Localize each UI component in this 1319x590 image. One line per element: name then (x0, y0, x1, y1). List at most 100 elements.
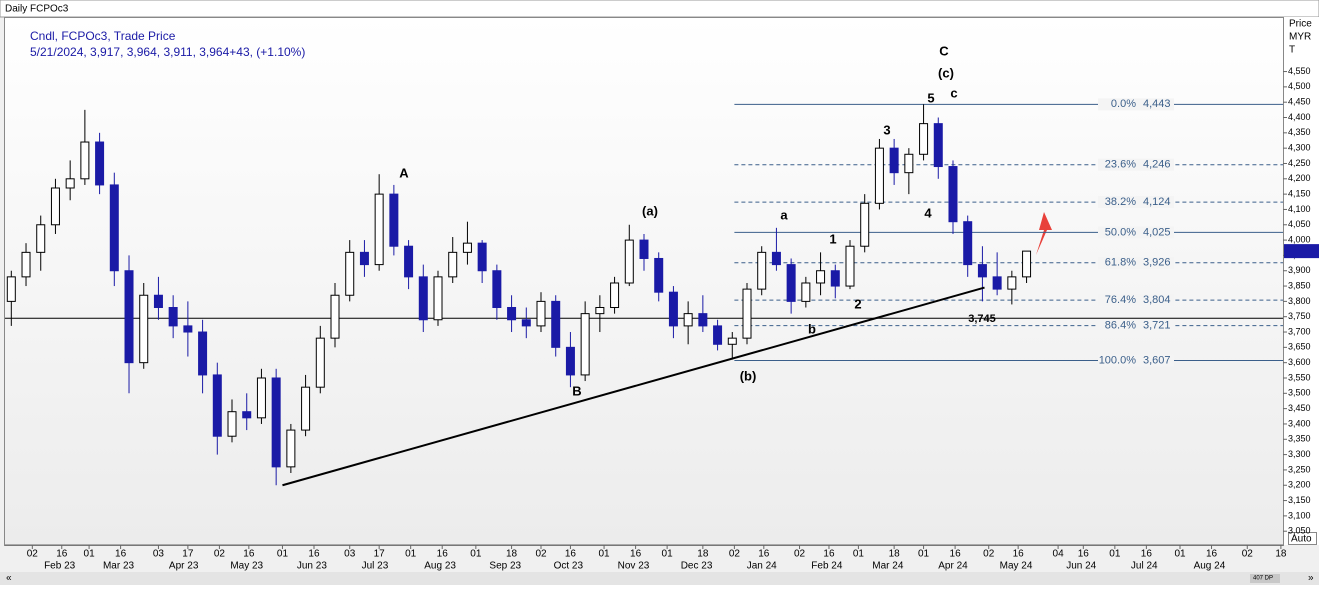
y-tick-label: 3,400 (1288, 418, 1311, 428)
x-tick-label: 03 (344, 549, 356, 560)
scroll-left[interactable]: « (6, 573, 12, 584)
candle-body (404, 245, 414, 278)
fib-label-bg (1098, 294, 1174, 307)
wave-label: (a) (642, 203, 658, 218)
auto-button-label[interactable]: Auto (1291, 534, 1312, 545)
candle-body (462, 242, 472, 253)
candle-body (860, 202, 870, 247)
candle-body (359, 251, 369, 266)
x-tick-label: 01 (599, 549, 611, 560)
candle-body (580, 313, 590, 376)
candle-body (95, 141, 105, 186)
fib-label-bg (1098, 196, 1174, 209)
fib-value-label: 3,721 (1143, 319, 1171, 331)
x-tick-label: 02 (983, 549, 995, 560)
x-tick-label: 16 (823, 549, 835, 560)
legend-line: 5/21/2024, 3,917, 3,964, 3,911, 3,964+43… (30, 45, 305, 59)
candle-body (227, 411, 237, 437)
x-month-label: Jul 24 (1131, 561, 1158, 572)
x-tick-label: 16 (115, 549, 127, 560)
wave-label: b (808, 321, 816, 336)
fib-value-label: 4,124 (1143, 196, 1171, 208)
candle-body (816, 270, 826, 284)
candle-body (771, 251, 781, 266)
x-tick-label: 16 (1206, 549, 1218, 560)
candle-body (183, 325, 193, 333)
fib-level-label: 61.8% (1105, 257, 1136, 269)
y-tick-label: 3,700 (1288, 326, 1311, 336)
fib-level-label: 23.6% (1105, 159, 1136, 171)
y-tick-label: 3,800 (1288, 296, 1311, 306)
candle-body (330, 294, 340, 339)
wave-label: 3 (883, 122, 890, 137)
x-month-label: Aug 24 (1194, 561, 1226, 572)
y-tick-label: 4,000 (1288, 234, 1311, 244)
y-tick-label: 3,150 (1288, 495, 1311, 505)
x-month-label: Jun 23 (297, 561, 327, 572)
y-tick-label: 3,550 (1288, 372, 1311, 382)
x-tick-label: 17 (182, 549, 194, 560)
scroll-thumb[interactable] (1250, 574, 1280, 583)
y-tick-label: 4,550 (1288, 66, 1311, 76)
x-tick-label: 01 (1109, 549, 1121, 560)
wave-label: 2 (854, 296, 861, 311)
x-month-label: Nov 23 (618, 561, 650, 572)
fib-level-label: 76.4% (1105, 294, 1136, 306)
x-tick-label: 18 (506, 549, 518, 560)
candle-body (21, 251, 31, 278)
fib-label-bg (1098, 158, 1174, 171)
last-price-marker (1284, 244, 1319, 259)
candle-body (786, 264, 796, 302)
scroll-right[interactable]: » (1308, 573, 1314, 584)
x-tick-label: 04 (1053, 549, 1065, 560)
x-tick-label: 02 (214, 549, 226, 560)
x-tick-label: 01 (405, 549, 417, 560)
y-tick-label: 3,350 (1288, 434, 1311, 444)
trendline (282, 286, 985, 487)
y-tick-label: 3,250 (1288, 464, 1311, 474)
y-tick-label: 3,650 (1288, 342, 1311, 352)
x-tick-label: 01 (277, 549, 289, 560)
candle-body (507, 307, 517, 321)
y-tick-label: 3,600 (1288, 357, 1311, 367)
candle-body (345, 251, 355, 296)
x-tick-label: 16 (758, 549, 770, 560)
candle-body (948, 166, 958, 223)
x-tick-label: 01 (1174, 549, 1186, 560)
fib-level-label: 38.2% (1105, 196, 1136, 208)
candle-body (610, 282, 620, 309)
fib-label-bg (1098, 319, 1174, 332)
wave-label: C (939, 43, 949, 58)
wave-label: 5 (927, 90, 934, 105)
wave-label: 4 (924, 205, 932, 220)
auto-button[interactable] (1288, 532, 1317, 545)
candle-body (683, 313, 693, 327)
candle-body (242, 411, 252, 419)
x-month-label: Feb 23 (44, 561, 76, 572)
fib-value-label: 4,246 (1143, 159, 1171, 171)
candle-body (65, 178, 75, 189)
x-tick-label: 16 (630, 549, 642, 560)
candle-body (124, 270, 134, 364)
fib-level-label: 0.0% (1111, 98, 1136, 110)
candle-body (845, 245, 855, 287)
candle-body (992, 276, 1002, 290)
x-tick-label: 01 (662, 549, 674, 560)
y-axis-label: MYR (1289, 32, 1311, 43)
x-tick-label: 16 (950, 549, 962, 560)
candle-body (198, 331, 208, 376)
fib-value-label: 4,443 (1143, 98, 1171, 110)
candle-body (256, 377, 266, 419)
y-tick-label: 3,750 (1288, 311, 1311, 321)
candle-body (315, 337, 325, 388)
candle-body (1007, 276, 1017, 290)
fib-value-label: 3,804 (1143, 294, 1171, 306)
y-tick-label: 3,300 (1288, 449, 1311, 459)
wave-label: c (950, 85, 957, 100)
y-tick-label: 3,850 (1288, 280, 1311, 290)
y-tick-label: 4,150 (1288, 188, 1311, 198)
x-month-label: Sep 23 (489, 561, 521, 572)
candle-body (374, 193, 384, 266)
y-tick-label: 3,050 (1288, 526, 1311, 536)
fib-level-label: 50.0% (1105, 226, 1136, 238)
